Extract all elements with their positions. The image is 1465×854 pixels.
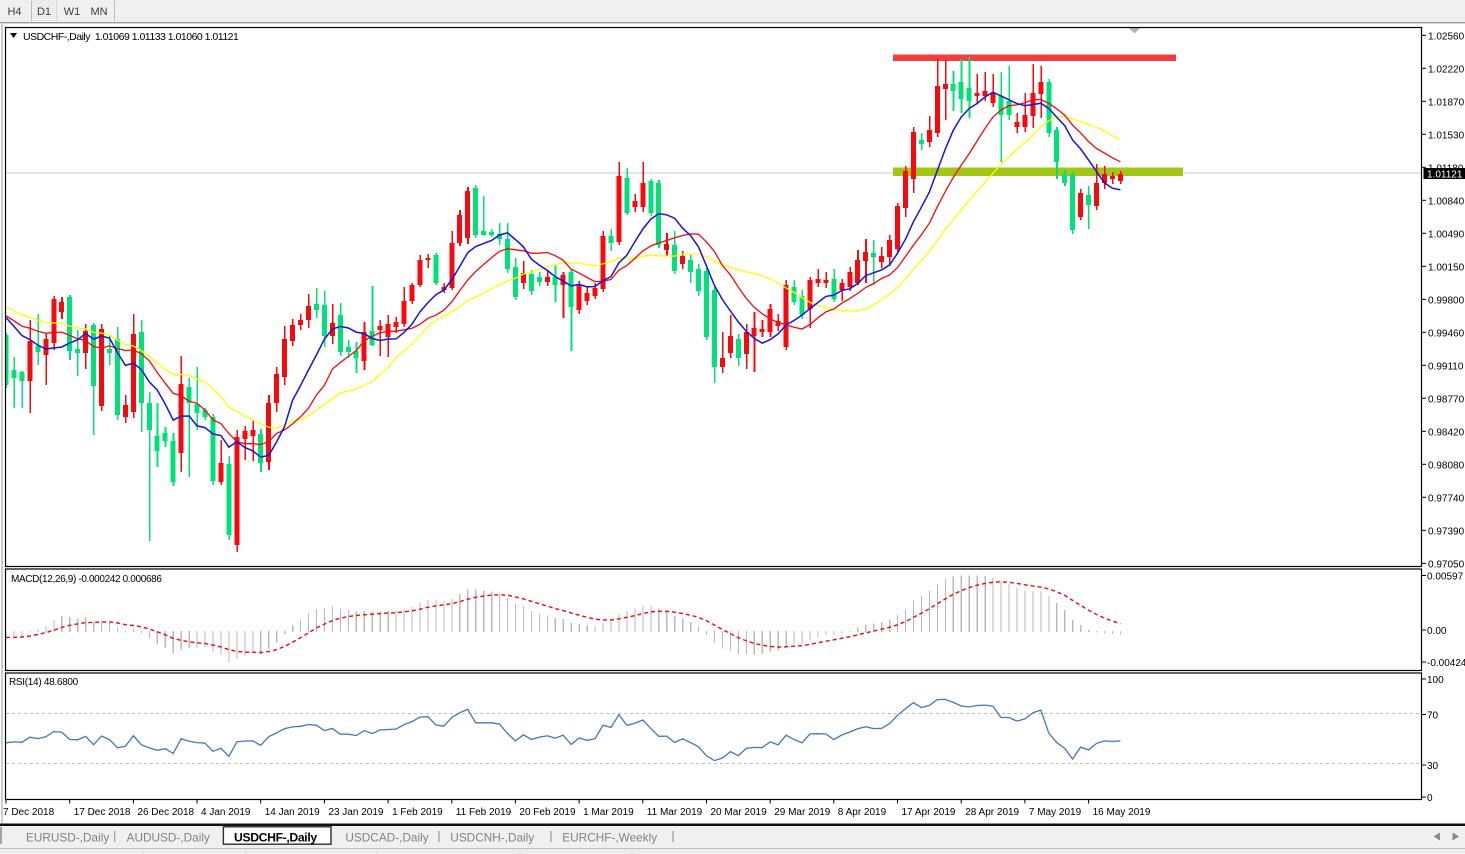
svg-text:1.01870: 1.01870 — [1428, 97, 1465, 108]
svg-text:1.00150: 1.00150 — [1428, 262, 1465, 273]
svg-text:1.02220: 1.02220 — [1428, 64, 1465, 75]
svg-text:USDCAD-,Daily: USDCAD-,Daily — [345, 831, 428, 845]
svg-text:W1: W1 — [64, 6, 81, 18]
svg-text:29 Mar 2019: 29 Mar 2019 — [774, 807, 831, 818]
svg-text:0.97740: 0.97740 — [1428, 493, 1465, 504]
svg-text:7 Dec 2018: 7 Dec 2018 — [3, 807, 55, 818]
svg-text:0.00597: 0.00597 — [1427, 572, 1464, 583]
svg-text:1.01530: 1.01530 — [1428, 130, 1465, 141]
svg-text:23 Jan 2019: 23 Jan 2019 — [328, 807, 383, 818]
svg-text:1.01121: 1.01121 — [1427, 169, 1463, 180]
svg-text:20 Mar 2019: 20 Mar 2019 — [711, 807, 768, 818]
svg-text:0.98770: 0.98770 — [1428, 394, 1465, 405]
svg-text:1.02560: 1.02560 — [1428, 31, 1465, 42]
svg-text:1 Mar 2019: 1 Mar 2019 — [583, 807, 634, 818]
svg-text:20 Feb 2019: 20 Feb 2019 — [519, 807, 576, 818]
svg-text:0.99460: 0.99460 — [1428, 328, 1465, 339]
svg-text:0.00: 0.00 — [1427, 626, 1447, 637]
svg-text:EURUSD-,Daily: EURUSD-,Daily — [26, 831, 109, 845]
svg-text:16 May 2019: 16 May 2019 — [1093, 807, 1151, 818]
svg-text:AUDUSD-,Daily: AUDUSD-,Daily — [127, 831, 210, 845]
svg-text:8 Apr 2019: 8 Apr 2019 — [838, 807, 887, 818]
svg-text:4 Jan 2019: 4 Jan 2019 — [201, 807, 251, 818]
svg-text:USDCHF-,Daily 1.01069 1.01133: USDCHF-,Daily 1.01069 1.01133 1.01060 1.… — [23, 31, 239, 43]
svg-text:0.99800: 0.99800 — [1428, 295, 1465, 306]
svg-text:RSI(14) 48.6800: RSI(14) 48.6800 — [9, 677, 79, 688]
svg-text:0.98420: 0.98420 — [1428, 427, 1465, 438]
svg-text:USDCHF-,Daily: USDCHF-,Daily — [234, 831, 317, 845]
svg-text:USDCNH-,Daily: USDCNH-,Daily — [450, 831, 534, 845]
svg-text:26 Dec 2018: 26 Dec 2018 — [137, 807, 194, 818]
svg-text:0.99110: 0.99110 — [1428, 361, 1464, 372]
svg-text:11 Feb 2019: 11 Feb 2019 — [456, 807, 512, 818]
svg-text:0.97050: 0.97050 — [1428, 559, 1465, 570]
svg-text:0.97390: 0.97390 — [1428, 526, 1465, 537]
svg-text:17 Apr 2019: 17 Apr 2019 — [902, 807, 956, 818]
svg-text:14 Jan 2019: 14 Jan 2019 — [265, 807, 320, 818]
svg-text:-0.004243: -0.004243 — [1427, 658, 1465, 669]
svg-text:H4: H4 — [7, 6, 21, 18]
svg-text:MN: MN — [90, 6, 107, 18]
svg-text:EURCHF-,Weekly: EURCHF-,Weekly — [562, 831, 657, 845]
svg-text:100: 100 — [1427, 675, 1444, 686]
svg-text:30: 30 — [1427, 761, 1439, 772]
svg-text:11 Mar 2019: 11 Mar 2019 — [647, 807, 703, 818]
svg-text:17 Dec 2018: 17 Dec 2018 — [74, 807, 131, 818]
svg-text:7 May 2019: 7 May 2019 — [1029, 807, 1082, 818]
svg-text:0: 0 — [1427, 793, 1433, 804]
svg-text:70: 70 — [1427, 711, 1439, 722]
svg-text:D1: D1 — [37, 6, 51, 18]
svg-text:28 Apr 2019: 28 Apr 2019 — [965, 807, 1019, 818]
svg-text:0.98080: 0.98080 — [1428, 460, 1465, 471]
svg-text:1.00490: 1.00490 — [1428, 229, 1465, 240]
svg-text:1.00840: 1.00840 — [1428, 196, 1465, 207]
svg-text:MACD(12,26,9) -0.000242 0.0006: MACD(12,26,9) -0.000242 0.000686 — [11, 574, 162, 585]
svg-text:1 Feb 2019: 1 Feb 2019 — [392, 807, 443, 818]
